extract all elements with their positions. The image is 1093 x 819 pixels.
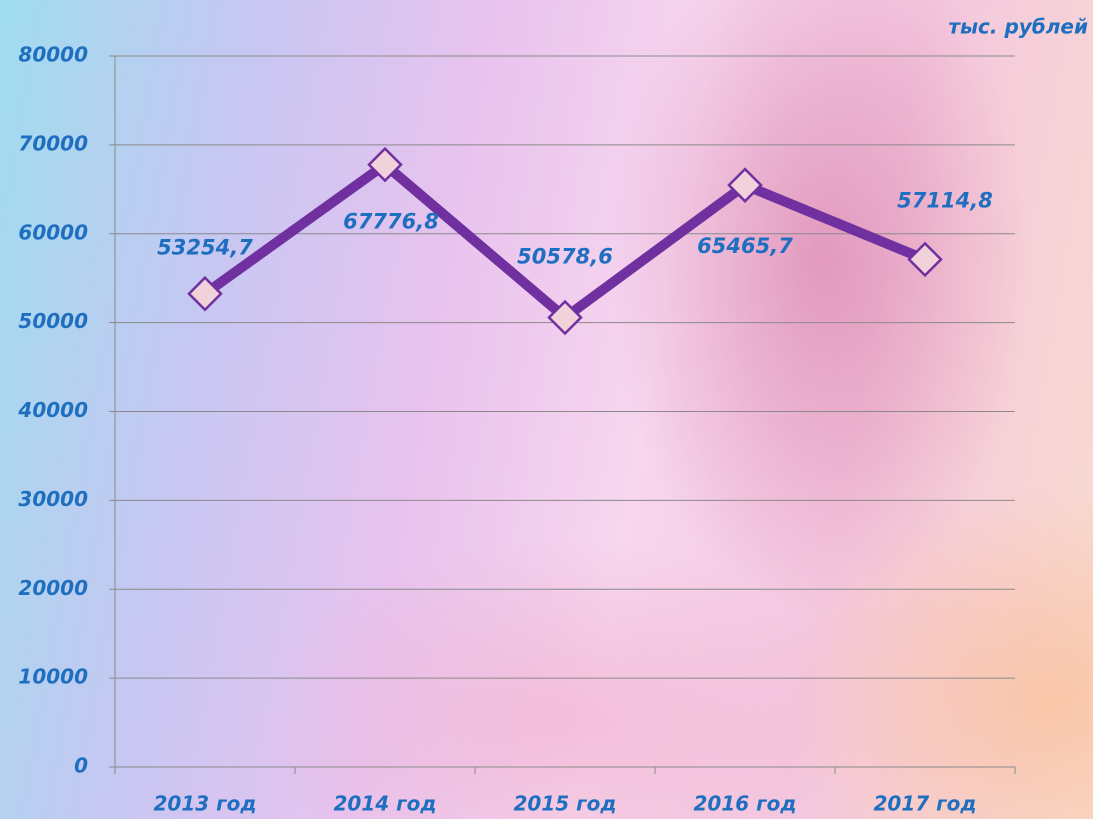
y-tick-label: 40000	[17, 398, 88, 422]
y-tick-label: 50000	[18, 309, 88, 333]
x-tick-label: 2017 год	[874, 792, 977, 816]
data-line	[205, 165, 925, 318]
y-tick-label: 20000	[18, 576, 88, 600]
chart-background: тыс. рублей 0 10000 20000 30000 40000 50000 60…	[0, 0, 1093, 819]
chart: тыс. рублей 0 10000 20000 30000 40000 50000 60…	[0, 0, 1093, 819]
data-label: 57114,8	[897, 188, 993, 212]
data-marker	[909, 243, 941, 275]
y-tick-label: 80000	[18, 43, 88, 67]
x-tick-label: 2013 год	[154, 792, 257, 816]
x-tick-label: 2014 год	[334, 792, 437, 816]
y-tick-label: 70000	[18, 131, 88, 155]
x-tick-label: 2016 год	[694, 792, 797, 816]
unit-label: тыс. рублей	[948, 15, 1088, 39]
y-tick-label: 60000	[18, 220, 88, 244]
y-tick-label: 0	[74, 754, 88, 778]
data-label: 65465,7	[697, 234, 793, 258]
y-tick-label: 30000	[18, 487, 88, 511]
y-tick-label: 10000	[18, 665, 88, 689]
x-tick-label: 2015 год	[514, 792, 617, 816]
data-label: 50578,6	[517, 244, 613, 268]
data-label: 67776,8	[343, 210, 439, 234]
data-label: 53254,7	[157, 236, 253, 260]
